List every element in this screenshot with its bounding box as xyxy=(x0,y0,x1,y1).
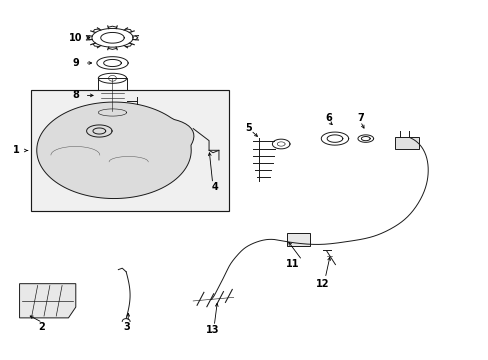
Polygon shape xyxy=(37,102,194,198)
Text: 10: 10 xyxy=(69,33,82,43)
Polygon shape xyxy=(20,284,76,318)
Text: 6: 6 xyxy=(325,113,331,123)
Text: 3: 3 xyxy=(123,322,130,332)
Bar xyxy=(31,90,228,211)
Text: 7: 7 xyxy=(356,113,363,123)
Text: 11: 11 xyxy=(285,258,299,269)
Text: 1: 1 xyxy=(13,145,20,156)
Bar xyxy=(394,137,418,149)
Text: 5: 5 xyxy=(244,123,251,133)
Text: 12: 12 xyxy=(315,279,329,289)
Bar xyxy=(286,233,309,246)
Bar xyxy=(98,78,126,112)
Text: 13: 13 xyxy=(205,325,219,336)
Text: 9: 9 xyxy=(72,58,79,68)
Text: 4: 4 xyxy=(211,182,218,192)
Text: 2: 2 xyxy=(38,322,45,332)
Text: 8: 8 xyxy=(72,90,79,100)
